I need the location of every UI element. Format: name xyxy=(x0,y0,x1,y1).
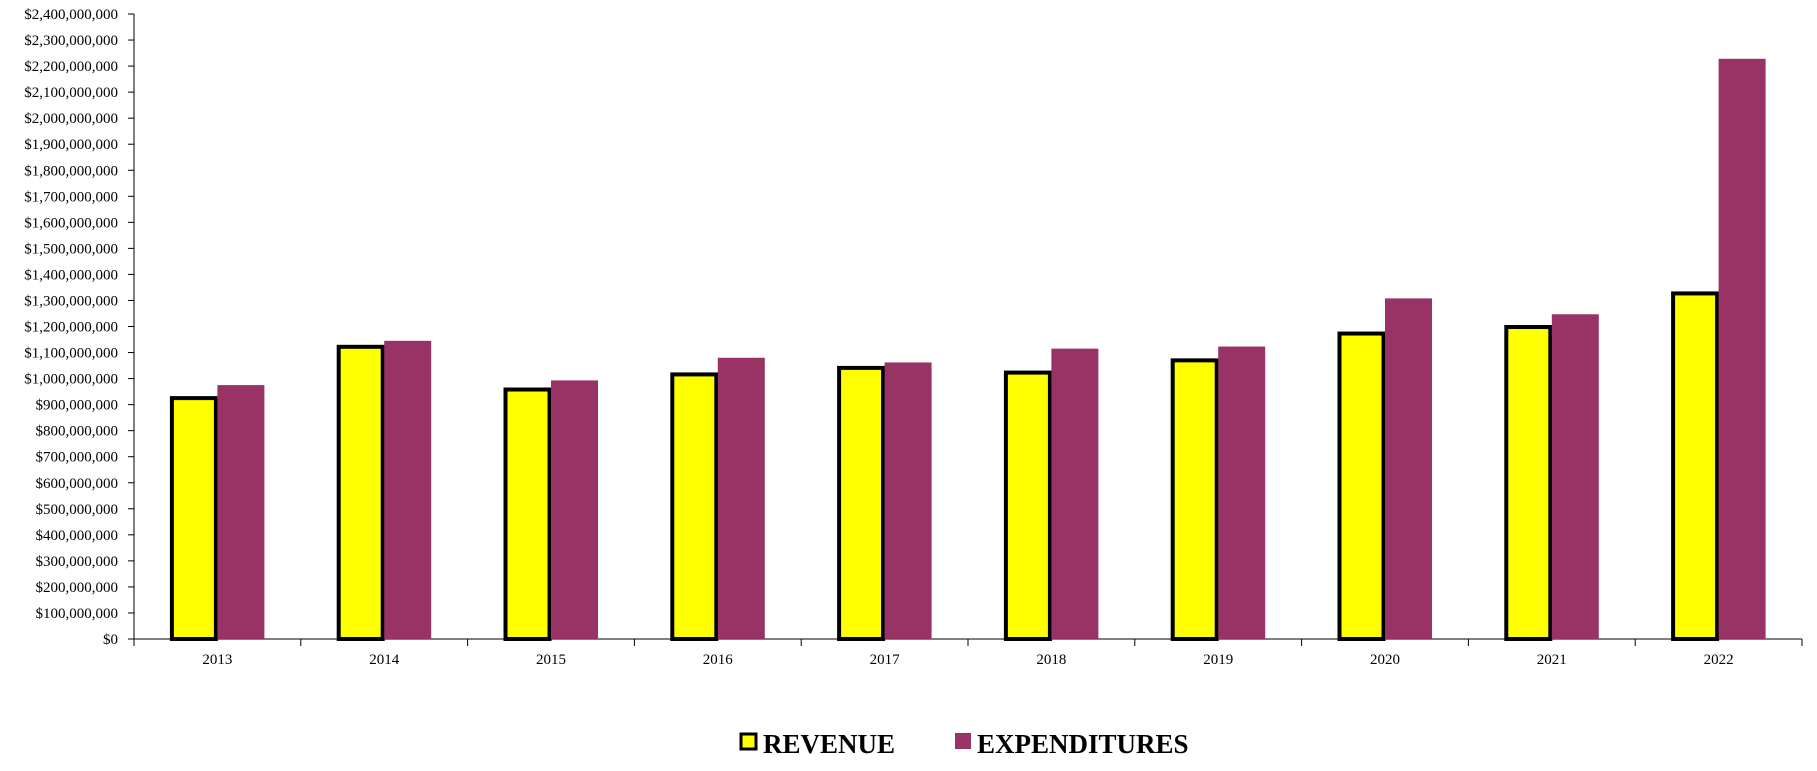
y-tick-label: $1,400,000,000 xyxy=(24,267,118,283)
y-tick-label: $500,000,000 xyxy=(36,502,119,518)
x-tick-label: 2014 xyxy=(369,652,400,668)
legend-swatch-revenue xyxy=(739,732,758,751)
y-tick-label: $700,000,000 xyxy=(36,450,119,466)
y-tick-label: $800,000,000 xyxy=(36,424,119,440)
y-tick-label: $1,900,000,000 xyxy=(24,137,118,153)
bar-expenditures-2022 xyxy=(1718,58,1766,639)
bar-revenue-2019 xyxy=(1170,358,1219,641)
bar-expenditures-2017 xyxy=(884,362,932,639)
y-tick-label: $1,700,000,000 xyxy=(24,189,118,205)
y-tick-label: $400,000,000 xyxy=(36,528,119,544)
bar-revenue-2015 xyxy=(503,387,552,642)
legend: REVENUE EXPENDITURES xyxy=(739,729,1189,759)
y-tick-label: $2,000,000,000 xyxy=(24,111,118,127)
y-tick-label: $900,000,000 xyxy=(36,398,119,414)
bar-revenue-2020 xyxy=(1337,331,1386,641)
x-tick-label: 2017 xyxy=(870,652,901,668)
bar-expenditures-2018 xyxy=(1051,348,1099,639)
bars xyxy=(169,58,1766,642)
x-tick-label: 2016 xyxy=(703,652,734,668)
bar-expenditures-2014 xyxy=(384,340,432,639)
x-axis: 2013 2014 2015 2016 2017 2018 2019 2020 2021 2022 xyxy=(133,638,1803,668)
x-tick-label: 2018 xyxy=(1036,652,1066,668)
y-tick-label: $1,200,000,000 xyxy=(24,320,118,336)
y-tick-label: $2,400,000,000 xyxy=(24,7,118,23)
x-tick-label: 2015 xyxy=(536,652,566,668)
x-tick-label: 2020 xyxy=(1370,652,1400,668)
y-tick-label: $2,200,000,000 xyxy=(24,59,118,75)
bar-revenue-2013 xyxy=(169,396,218,642)
bar-revenue-2014 xyxy=(336,344,385,641)
x-tick-label: 2022 xyxy=(1704,652,1734,668)
bar-expenditures-2015 xyxy=(551,380,598,639)
y-tick-label: $100,000,000 xyxy=(36,606,119,622)
y-tick-label: $300,000,000 xyxy=(36,554,119,570)
y-tick-label: $1,800,000,000 xyxy=(24,163,118,179)
y-tick-label: $2,100,000,000 xyxy=(24,85,118,101)
y-tick-label: $600,000,000 xyxy=(36,476,119,492)
y-tick-label: $2,300,000,000 xyxy=(24,33,118,49)
x-tick-label: 2019 xyxy=(1203,652,1233,668)
bar-revenue-2016 xyxy=(670,372,719,641)
y-axis: $0 $100,000,000 $200,000,000 $300,000,000 $4… xyxy=(24,7,135,648)
bar-revenue-2017 xyxy=(837,365,886,641)
y-tick-label: $200,000,000 xyxy=(36,580,119,596)
y-tick-label: $1,100,000,000 xyxy=(24,346,118,362)
bar-expenditures-2020 xyxy=(1385,298,1432,639)
x-tick-label: 2021 xyxy=(1537,652,1567,668)
bar-revenue-2018 xyxy=(1003,370,1052,641)
x-tick-label: 2013 xyxy=(202,652,232,668)
bar-revenue-2021 xyxy=(1504,325,1553,641)
y-tick-label: $0 xyxy=(103,632,118,648)
bar-expenditures-2021 xyxy=(1551,314,1599,639)
y-tick-label: $1,500,000,000 xyxy=(24,241,118,257)
bar-expenditures-2019 xyxy=(1218,346,1266,639)
legend-swatch-expenditures xyxy=(955,733,971,749)
bar-revenue-2022 xyxy=(1671,291,1720,641)
legend-label-revenue: REVENUE xyxy=(763,729,895,759)
y-tick-label: $1,000,000,000 xyxy=(24,372,118,388)
legend-label-expenditures: EXPENDITURES xyxy=(977,729,1189,759)
bar-expenditures-2016 xyxy=(717,357,765,639)
bar-expenditures-2013 xyxy=(217,385,265,639)
y-tick-label: $1,300,000,000 xyxy=(24,293,118,309)
y-tick-label: $1,600,000,000 xyxy=(24,215,118,231)
